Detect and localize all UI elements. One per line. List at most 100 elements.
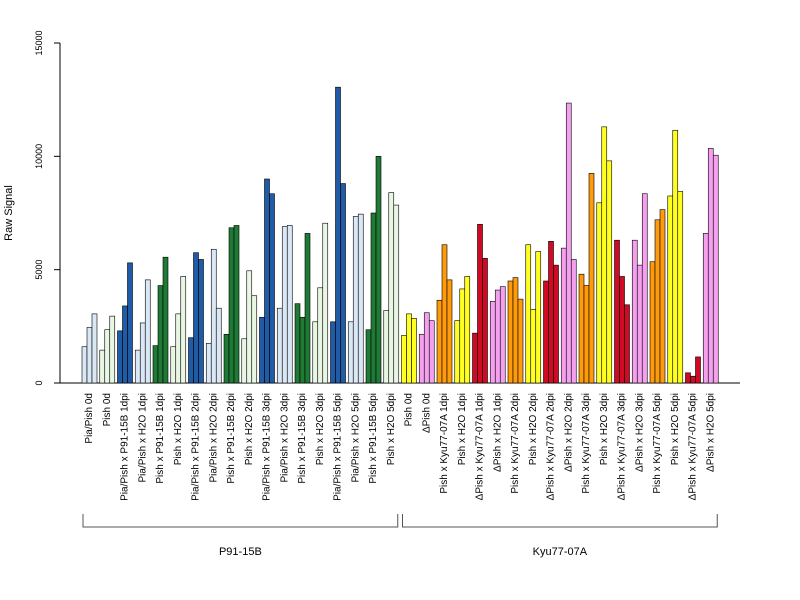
bar [560, 247, 567, 384]
x-tick-labels: Pia/Pish 0d Pish 0d Pia/Pish x P91-15B 1dp… [84, 393, 716, 501]
bar-group [312, 222, 329, 384]
bar-group [543, 241, 559, 384]
bar [264, 178, 270, 384]
bar [631, 239, 638, 384]
bar [459, 288, 466, 384]
bar [654, 219, 661, 384]
bar [596, 202, 603, 384]
bar-group [685, 356, 701, 384]
group-brackets: P91-15B Kyu77-07A [82, 514, 718, 558]
bar [99, 349, 106, 384]
bar [472, 332, 478, 384]
bar [489, 301, 496, 384]
bar [86, 327, 93, 384]
bar [330, 321, 336, 384]
x-tick-label: Pia/Pish 0d [84, 393, 95, 444]
bar [259, 316, 265, 384]
bar [517, 298, 524, 384]
x-tick-label: ΔPish x H2O 5dpi [705, 393, 716, 472]
bar-group [152, 256, 169, 384]
x-tick-label: Pish x P91-15B 5dpi [368, 393, 379, 484]
x-tick-label: ΔPish x Kyu77-07A 1dpi [475, 393, 486, 500]
bar [281, 226, 288, 384]
x-tick-label: Pish x H2O 2dpi [528, 393, 539, 465]
bar [162, 256, 169, 384]
bar [530, 309, 537, 384]
bar-group [489, 286, 506, 384]
bar-group [241, 270, 258, 384]
bar [553, 264, 559, 384]
bar-group [81, 313, 98, 384]
bar [418, 333, 425, 384]
bar [601, 126, 608, 384]
x-tick-label: Pish x H2O 1dpi [173, 393, 184, 465]
bar [672, 129, 679, 384]
bar [702, 233, 709, 384]
x-tick-label: Pia/Pish x P91-15B 1dpi [120, 393, 131, 501]
bar [91, 313, 98, 384]
bars-layer [81, 86, 719, 384]
bar [109, 315, 116, 384]
bar-group [330, 86, 346, 384]
bar-group [99, 315, 116, 384]
bar [223, 333, 230, 384]
bar [365, 329, 372, 384]
bar-group [649, 209, 666, 384]
bar [543, 280, 549, 384]
x-tick-label: Pish x Kyu77-07A 1dpi [439, 393, 450, 494]
bar [619, 276, 625, 384]
bar-group [596, 126, 613, 384]
group-bracket [82, 514, 399, 528]
x-tick-label: ΔPish x Kyu77-07A 2dpi [546, 393, 557, 500]
bar [712, 154, 719, 384]
bar [649, 261, 656, 384]
bar [251, 295, 258, 384]
bar-group [134, 279, 151, 384]
bar [175, 313, 182, 384]
bar-group [170, 276, 187, 384]
bar-group [347, 213, 364, 384]
bar [286, 225, 293, 384]
bar-group [525, 244, 542, 384]
bar [317, 287, 324, 384]
bar [299, 316, 306, 384]
bar [340, 183, 346, 384]
bar [624, 304, 630, 384]
x-tick-label: Pish x H2O 5dpi [670, 393, 681, 465]
bar [525, 244, 532, 384]
x-tick-label: Pia/Pish x H2O 3dpi [279, 393, 290, 483]
x-tick-label: Pish 0d [404, 393, 415, 426]
bar [507, 280, 514, 384]
bar [180, 276, 187, 384]
bar [401, 335, 407, 384]
bar [406, 313, 412, 384]
y-axis-label: Raw Signal [3, 185, 15, 241]
bar-group [294, 233, 311, 384]
bar [357, 213, 364, 384]
bar [157, 285, 164, 384]
bar [464, 276, 471, 384]
group-label: Kyu77-07A [533, 546, 588, 558]
bar [512, 277, 519, 384]
bar [188, 337, 194, 384]
bar-group [365, 156, 382, 384]
bar-group [702, 148, 719, 384]
bar [352, 216, 359, 384]
bar [690, 375, 696, 384]
x-tick-label: ΔPish x Kyu77-07A 3dpi [617, 393, 628, 500]
bar [436, 299, 443, 384]
x-tick-label: Pia/Pish x H2O 5dpi [350, 393, 361, 483]
y-tick-label: 0 [34, 380, 44, 385]
bar [606, 160, 613, 384]
x-tick-label: Pish x P91-15B 1dpi [155, 393, 166, 484]
bar [144, 279, 151, 384]
y-tick-label: 5000 [34, 260, 44, 280]
bar [570, 259, 577, 384]
x-tick-label: ΔPish x H2O 2dpi [563, 393, 574, 472]
x-tick-label: Pia/Pish x P91-15B 2dpi [191, 393, 202, 501]
bar [588, 173, 595, 384]
bar [446, 279, 453, 384]
bar [370, 212, 377, 384]
group-bracket [402, 514, 718, 528]
